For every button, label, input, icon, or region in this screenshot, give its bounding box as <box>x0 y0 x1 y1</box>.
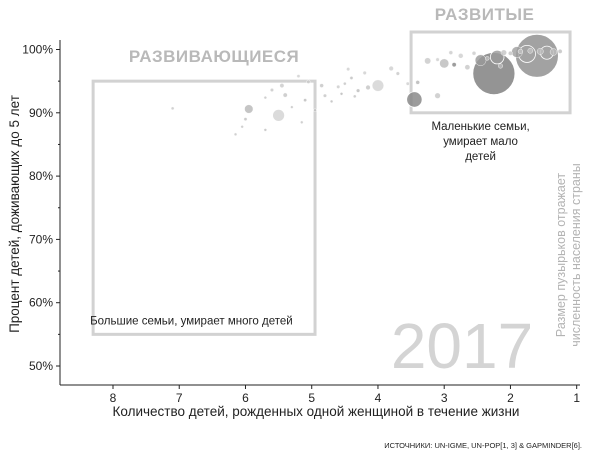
data-point <box>346 67 351 72</box>
data-point <box>549 48 558 56</box>
data-point <box>353 94 357 99</box>
data-point <box>282 92 288 98</box>
data-point <box>336 84 341 89</box>
data-point <box>343 81 347 86</box>
data-point <box>319 83 324 88</box>
label-layer: Количество детей, рожденных одной женщин… <box>7 95 583 450</box>
developed-region-label: РАЗВИТЫЕ <box>435 5 535 24</box>
axis-layer: 50% 60% 70% 80% 90% 100% 8 7 6 5 4 3 2 1 <box>22 40 580 405</box>
data-point <box>415 80 420 85</box>
developing-region-label: РАЗВИВАЮЩИЕСЯ <box>129 47 299 66</box>
x-tick-label: 8 <box>110 391 117 405</box>
data-point <box>349 76 354 80</box>
data-point <box>527 47 534 54</box>
data-point <box>362 70 367 75</box>
data-point <box>279 83 285 88</box>
data-point <box>300 120 304 124</box>
size-note-line-1: Размер пузырьков отражает <box>554 173 568 337</box>
region-layer: РАЗВИВАЮЩИЕСЯ Большие семьи, умирает мног… <box>90 5 572 336</box>
data-point <box>329 99 334 104</box>
data-point <box>557 49 563 54</box>
data-point <box>458 53 464 59</box>
x-tick-label: 4 <box>375 391 382 405</box>
data-point <box>270 88 274 92</box>
data-point <box>464 64 471 70</box>
x-axis-label: Количество детей, рожденных одной женщин… <box>113 404 520 419</box>
developed-region-annotation: Маленькие семьи, <box>431 121 529 133</box>
data-point <box>240 125 244 129</box>
data-point <box>517 48 523 54</box>
y-tick-label: 90% <box>29 106 53 120</box>
data-point <box>263 128 267 132</box>
data-point <box>451 62 457 68</box>
data-point <box>536 48 544 55</box>
data-point <box>372 79 384 92</box>
data-point <box>243 117 248 121</box>
developing-region-box <box>91 79 317 336</box>
data-point <box>485 56 490 61</box>
data-point <box>356 88 361 93</box>
y-tick-label: 100% <box>22 42 53 56</box>
developed-region-annotation: умирает мало <box>443 136 518 148</box>
data-point <box>290 105 294 109</box>
data-point <box>244 104 254 114</box>
data-point <box>448 50 454 55</box>
data-point <box>303 98 307 102</box>
data-point <box>424 57 431 65</box>
x-tick-label: 7 <box>176 391 183 405</box>
y-axis-label: Процент детей, доживающих до 5 лет <box>7 95 22 333</box>
data-point <box>306 79 311 84</box>
y-tick-label: 60% <box>29 296 53 310</box>
data-point <box>365 84 371 90</box>
developing-region-annotation: Большие семьи, умирает много детей <box>90 315 293 327</box>
data-point <box>434 92 441 99</box>
data-point <box>500 49 507 56</box>
data-point <box>339 92 344 96</box>
year-layer: 2017 <box>391 310 533 382</box>
developed-region-annotation: детей <box>465 151 496 163</box>
data-point <box>323 93 327 98</box>
y-tick-label: 50% <box>29 359 53 373</box>
data-point <box>498 63 504 69</box>
year-watermark: 2017 <box>391 310 533 382</box>
y-tick-label: 80% <box>29 169 53 183</box>
y-tick-label: 70% <box>29 232 53 246</box>
data-point <box>405 81 410 86</box>
data-point <box>439 58 450 69</box>
data-point <box>388 65 394 71</box>
x-tick-label: 3 <box>441 391 448 405</box>
data-point <box>272 108 286 122</box>
x-tick-label: 2 <box>507 391 514 405</box>
data-point <box>233 132 238 136</box>
x-tick-label: 1 <box>573 391 580 405</box>
data-point <box>170 106 175 111</box>
data-point <box>508 50 513 56</box>
developed-region-box <box>409 30 572 115</box>
data-point <box>489 49 505 65</box>
data-point <box>313 108 317 112</box>
data-point <box>474 54 487 66</box>
data-point <box>435 57 440 62</box>
size-note-line-2: численность населения страны <box>569 163 583 347</box>
source-note: ИСТОЧНИКИ: UN-IGME, UN-POP[1, 3] & GAPMI… <box>384 441 582 450</box>
data-point <box>395 71 400 76</box>
data-point <box>471 51 477 56</box>
data-point <box>406 91 423 108</box>
bubble-layer <box>170 33 563 136</box>
data-point <box>296 74 301 78</box>
data-point <box>263 95 267 100</box>
x-tick-label: 5 <box>308 391 315 405</box>
x-tick-label: 6 <box>242 391 249 405</box>
